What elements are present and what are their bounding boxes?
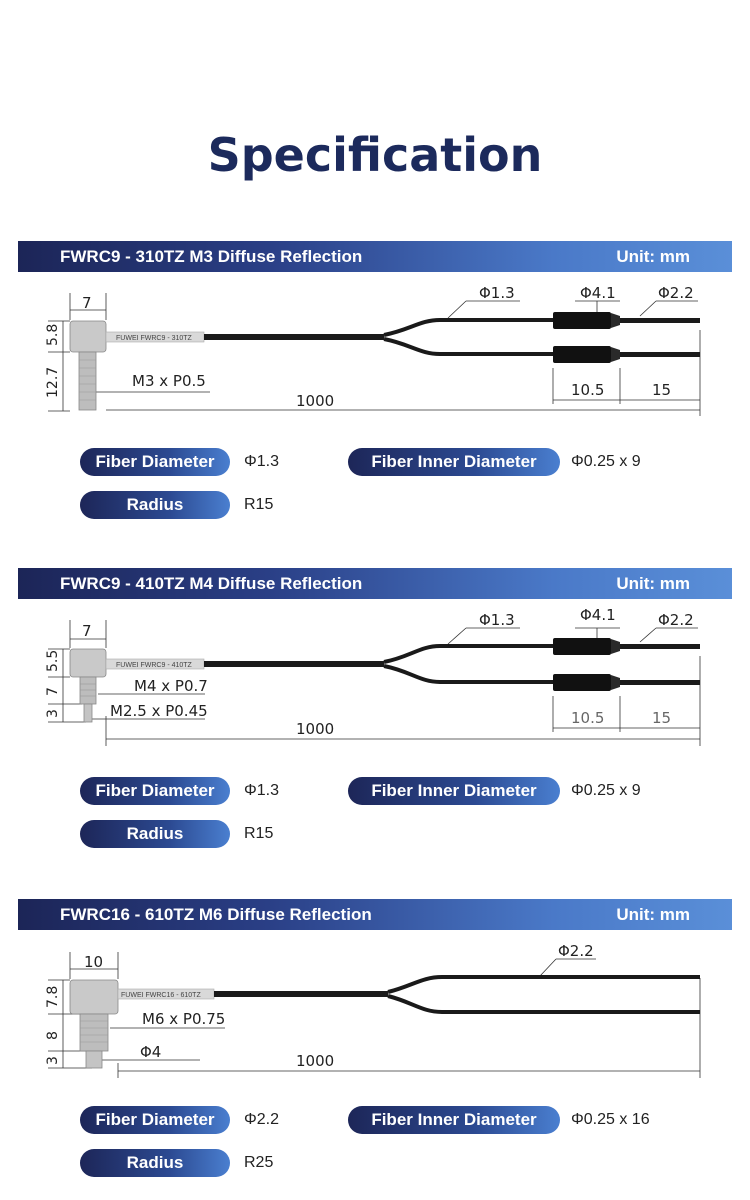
section-header-bar: FWRC9 - 310TZ M3 Diffuse Reflection Unit…	[18, 241, 732, 272]
unit-label: Unit: mm	[616, 247, 690, 266]
part-label: FUWEI FWRC16 - 610TZ	[121, 992, 201, 999]
radius-value: R25	[244, 1154, 274, 1171]
dim-thread-length: 8	[45, 1031, 61, 1040]
dim-tail: Φ2.2	[658, 611, 694, 629]
unit-label: Unit: mm	[616, 905, 690, 924]
fiber-inner-diameter-pill: Fiber Inner Diameter	[348, 777, 560, 805]
dim-thread: M4 x P0.7	[134, 677, 208, 695]
dim-length: 1000	[296, 1052, 334, 1070]
unit-label: Unit: mm	[616, 574, 690, 593]
fiber-diameter-value: Φ1.3	[244, 782, 280, 799]
dim-fiber: Φ1.3	[479, 284, 515, 302]
dim-head-height: 7.8	[45, 986, 61, 1008]
dim-fiber: Φ1.3	[479, 611, 515, 629]
section-header-bar: FWRC16 - 610TZ M6 Diffuse Reflection Uni…	[18, 899, 732, 930]
dim-thread-length: 7	[45, 687, 61, 696]
fiber-diameter-value: Φ1.3	[244, 453, 280, 470]
dim-thread-length: 12.7	[45, 367, 61, 398]
dim-connector: Φ4.1	[580, 284, 616, 302]
dim-connector: Φ4.1	[580, 606, 616, 624]
radius-pill: Radius	[80, 1149, 230, 1177]
fiber-diameter-value: Φ2.2	[244, 1111, 280, 1128]
dim-thread-2: M2.5 x P0.45	[110, 702, 208, 720]
fiber-inner-diameter-value: Φ0.25 x 16	[571, 1111, 650, 1128]
radius-pill: Radius	[80, 491, 230, 519]
dim-tail-len: 15	[652, 709, 671, 727]
dim-fiber: Φ2.2	[558, 942, 594, 960]
dim-head-width: 7	[82, 622, 92, 640]
dim-thread: M3 x P0.5	[132, 372, 206, 390]
dim-head-width: 7	[82, 294, 92, 312]
dimension-drawing-3: FUWEI FWRC16 - 610TZ 10 7.8 8 3 M6 x P0.…	[45, 942, 701, 1078]
part-label: FUWEI FWRC9 - 410TZ	[116, 662, 193, 669]
model-title: FWRC16 - 610TZ M6 Diffuse Reflection	[60, 905, 372, 924]
dim-tip-length: 3	[45, 1056, 61, 1065]
dim-conn-len: 10.5	[571, 709, 604, 727]
dim-head-height: 5.5	[45, 650, 61, 672]
fiber-diameter-pill: Fiber Diameter	[80, 777, 230, 805]
fiber-inner-diameter-pill: Fiber Inner Diameter	[348, 448, 560, 476]
radius-value: R15	[244, 496, 274, 513]
dimension-drawing-2: FUWEI FWRC9 - 410TZ 7 5.5 7 3 M4 x P0.7 …	[45, 606, 701, 746]
model-title: FWRC9 - 310TZ M3 Diffuse Reflection	[60, 247, 363, 266]
radius-value: R15	[244, 825, 274, 842]
dim-length: 1000	[296, 720, 334, 738]
dim-tip-length: 3	[45, 709, 61, 718]
dimension-drawing-1: FUWEI FWRC9 - 310TZ 7 5.8 12.7 M3 x P0.5…	[45, 284, 701, 416]
dim-head-height: 5.8	[45, 324, 61, 346]
dim-tail-len: 15	[652, 381, 671, 399]
fiber-inner-diameter-pill: Fiber Inner Diameter	[348, 1106, 560, 1134]
fiber-inner-diameter-value: Φ0.25 x 9	[571, 453, 641, 470]
radius-pill: Radius	[80, 820, 230, 848]
fiber-diameter-pill: Fiber Diameter	[80, 1106, 230, 1134]
page-title: Specification	[207, 128, 543, 182]
dim-conn-len: 10.5	[571, 381, 604, 399]
fiber-diameter-pill: Fiber Diameter	[80, 448, 230, 476]
dim-head-width: 10	[84, 953, 103, 971]
fiber-inner-diameter-value: Φ0.25 x 9	[571, 782, 641, 799]
dim-tail: Φ2.2	[658, 284, 694, 302]
dim-thread: M6 x P0.75	[142, 1010, 225, 1028]
dim-length: 1000	[296, 392, 334, 410]
part-label: FUWEI FWRC9 - 310TZ	[116, 335, 193, 342]
dim-tip: Φ4	[140, 1043, 161, 1061]
section-header-bar: FWRC9 - 410TZ M4 Diffuse Reflection Unit…	[18, 568, 732, 599]
model-title: FWRC9 - 410TZ M4 Diffuse Reflection	[60, 574, 363, 593]
